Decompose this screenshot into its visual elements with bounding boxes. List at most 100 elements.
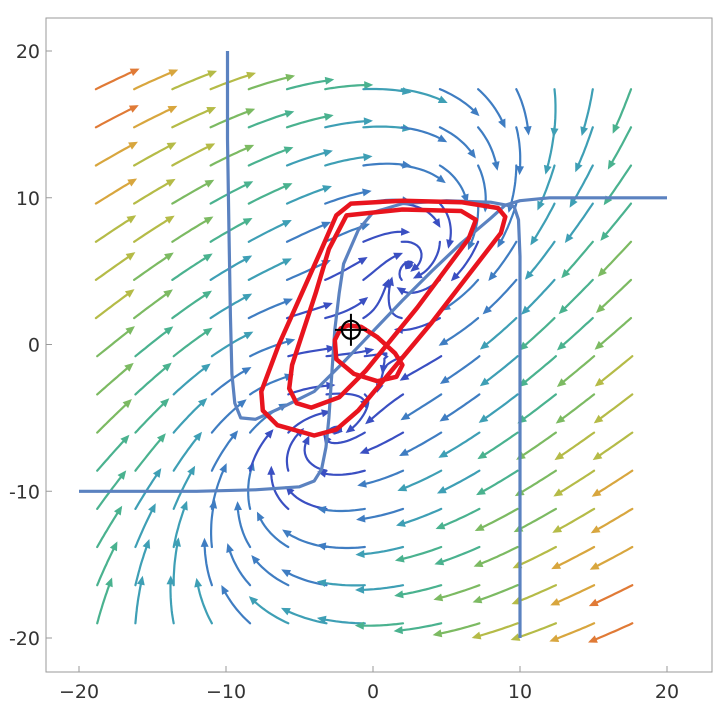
streamline xyxy=(171,107,215,129)
streamline xyxy=(477,88,506,127)
streamline xyxy=(436,545,481,565)
streamline-arrowhead xyxy=(284,110,295,118)
streamline xyxy=(558,355,596,387)
streamline xyxy=(172,433,202,472)
streamline-arrowhead xyxy=(588,635,598,643)
streamline-arrowhead xyxy=(120,434,130,445)
streamline xyxy=(362,230,409,243)
streamline xyxy=(414,240,441,279)
streamline-arrowhead xyxy=(243,181,254,189)
streamline-arrowhead xyxy=(524,270,534,280)
streamline-arrowhead xyxy=(241,366,252,375)
streamline xyxy=(171,143,214,167)
streamline-arrowhead xyxy=(242,217,253,226)
streamline xyxy=(515,507,557,532)
streamline-arrowhead xyxy=(167,105,178,114)
streamline-arrowhead xyxy=(478,414,489,423)
streamline xyxy=(438,164,468,202)
streamline-arrowhead xyxy=(202,253,213,262)
streamline xyxy=(525,240,556,279)
streamline-arrowhead xyxy=(612,123,621,134)
streamline xyxy=(593,469,634,497)
streamline xyxy=(516,469,557,496)
streamline-arrowhead xyxy=(558,304,568,315)
limit-cycle-middle xyxy=(286,207,479,410)
streamline xyxy=(195,579,213,625)
streamline-arrowhead xyxy=(122,399,132,409)
streamline xyxy=(400,431,443,456)
streamline xyxy=(171,70,216,91)
streamline xyxy=(555,431,596,460)
streamline xyxy=(303,437,328,472)
streamline-arrowhead xyxy=(516,165,525,176)
streamline xyxy=(133,253,173,281)
streamline xyxy=(318,544,366,550)
streamline-arrowhead xyxy=(142,539,151,549)
streamline-arrowhead xyxy=(394,554,405,563)
streamline xyxy=(134,577,144,625)
streamline xyxy=(357,507,405,521)
streamline xyxy=(133,290,172,320)
streamline xyxy=(608,126,633,169)
streamline-arrowhead xyxy=(321,221,331,230)
streamline xyxy=(134,327,172,358)
streamline-arrowhead xyxy=(113,505,123,516)
streamline-arrowhead xyxy=(202,327,213,337)
streamline xyxy=(591,545,634,570)
streamline-arrowhead xyxy=(555,415,566,424)
streamline xyxy=(270,467,290,510)
streamline xyxy=(361,431,405,454)
streamline-arrowhead xyxy=(187,465,196,476)
streamline-arrowhead xyxy=(267,465,276,475)
streamline xyxy=(395,622,443,632)
streamline xyxy=(325,392,367,408)
streamline-arrowhead xyxy=(438,337,449,346)
streamline-arrowhead xyxy=(404,261,415,269)
streamline-arrowhead xyxy=(246,71,256,80)
streamline-arrowhead xyxy=(396,287,407,296)
streamline-arrowhead xyxy=(125,326,135,335)
streamline-arrowhead xyxy=(229,430,239,440)
streamline xyxy=(559,278,594,314)
streamline-arrowhead xyxy=(432,629,443,638)
y-tick-label: -10 xyxy=(9,481,40,503)
plot-frame xyxy=(45,17,713,673)
streamline xyxy=(362,87,410,94)
streamline-arrowhead xyxy=(590,525,601,534)
streamline xyxy=(397,507,443,526)
streamline xyxy=(396,584,443,597)
streamline xyxy=(210,367,250,396)
streamline xyxy=(483,278,518,314)
streamline xyxy=(133,142,175,167)
streamline xyxy=(210,501,216,549)
streamline-arrowhead xyxy=(202,290,213,299)
streamline-arrowhead xyxy=(543,164,552,175)
streamline-arrowhead xyxy=(203,216,214,225)
streamline xyxy=(552,88,557,136)
streamline xyxy=(285,186,331,205)
streamline-arrowhead xyxy=(148,503,156,514)
streamline xyxy=(612,88,633,133)
streamline-arrowhead xyxy=(569,197,578,208)
streamline xyxy=(434,622,481,636)
streamline xyxy=(236,503,252,549)
streamline-arrowhead xyxy=(593,414,604,424)
streamline xyxy=(285,222,330,243)
streamline-arrowhead xyxy=(180,500,188,511)
streamline xyxy=(318,617,366,625)
streamline xyxy=(210,431,238,472)
nullclines-layer xyxy=(79,51,667,638)
streamline-arrowhead xyxy=(580,126,589,137)
equilibrium-crosshair-icon xyxy=(334,313,367,346)
streamline-arrowhead xyxy=(256,511,265,522)
streamline xyxy=(366,393,405,424)
streamline xyxy=(475,545,519,567)
streamline-arrowhead xyxy=(394,590,404,599)
streamline-arrowhead xyxy=(197,397,208,408)
streamline-arrowhead xyxy=(510,633,521,641)
streamline xyxy=(209,145,253,167)
streamline xyxy=(282,608,328,625)
streamline-arrowhead xyxy=(363,117,373,126)
streamline xyxy=(324,190,370,205)
streamline xyxy=(210,400,246,434)
